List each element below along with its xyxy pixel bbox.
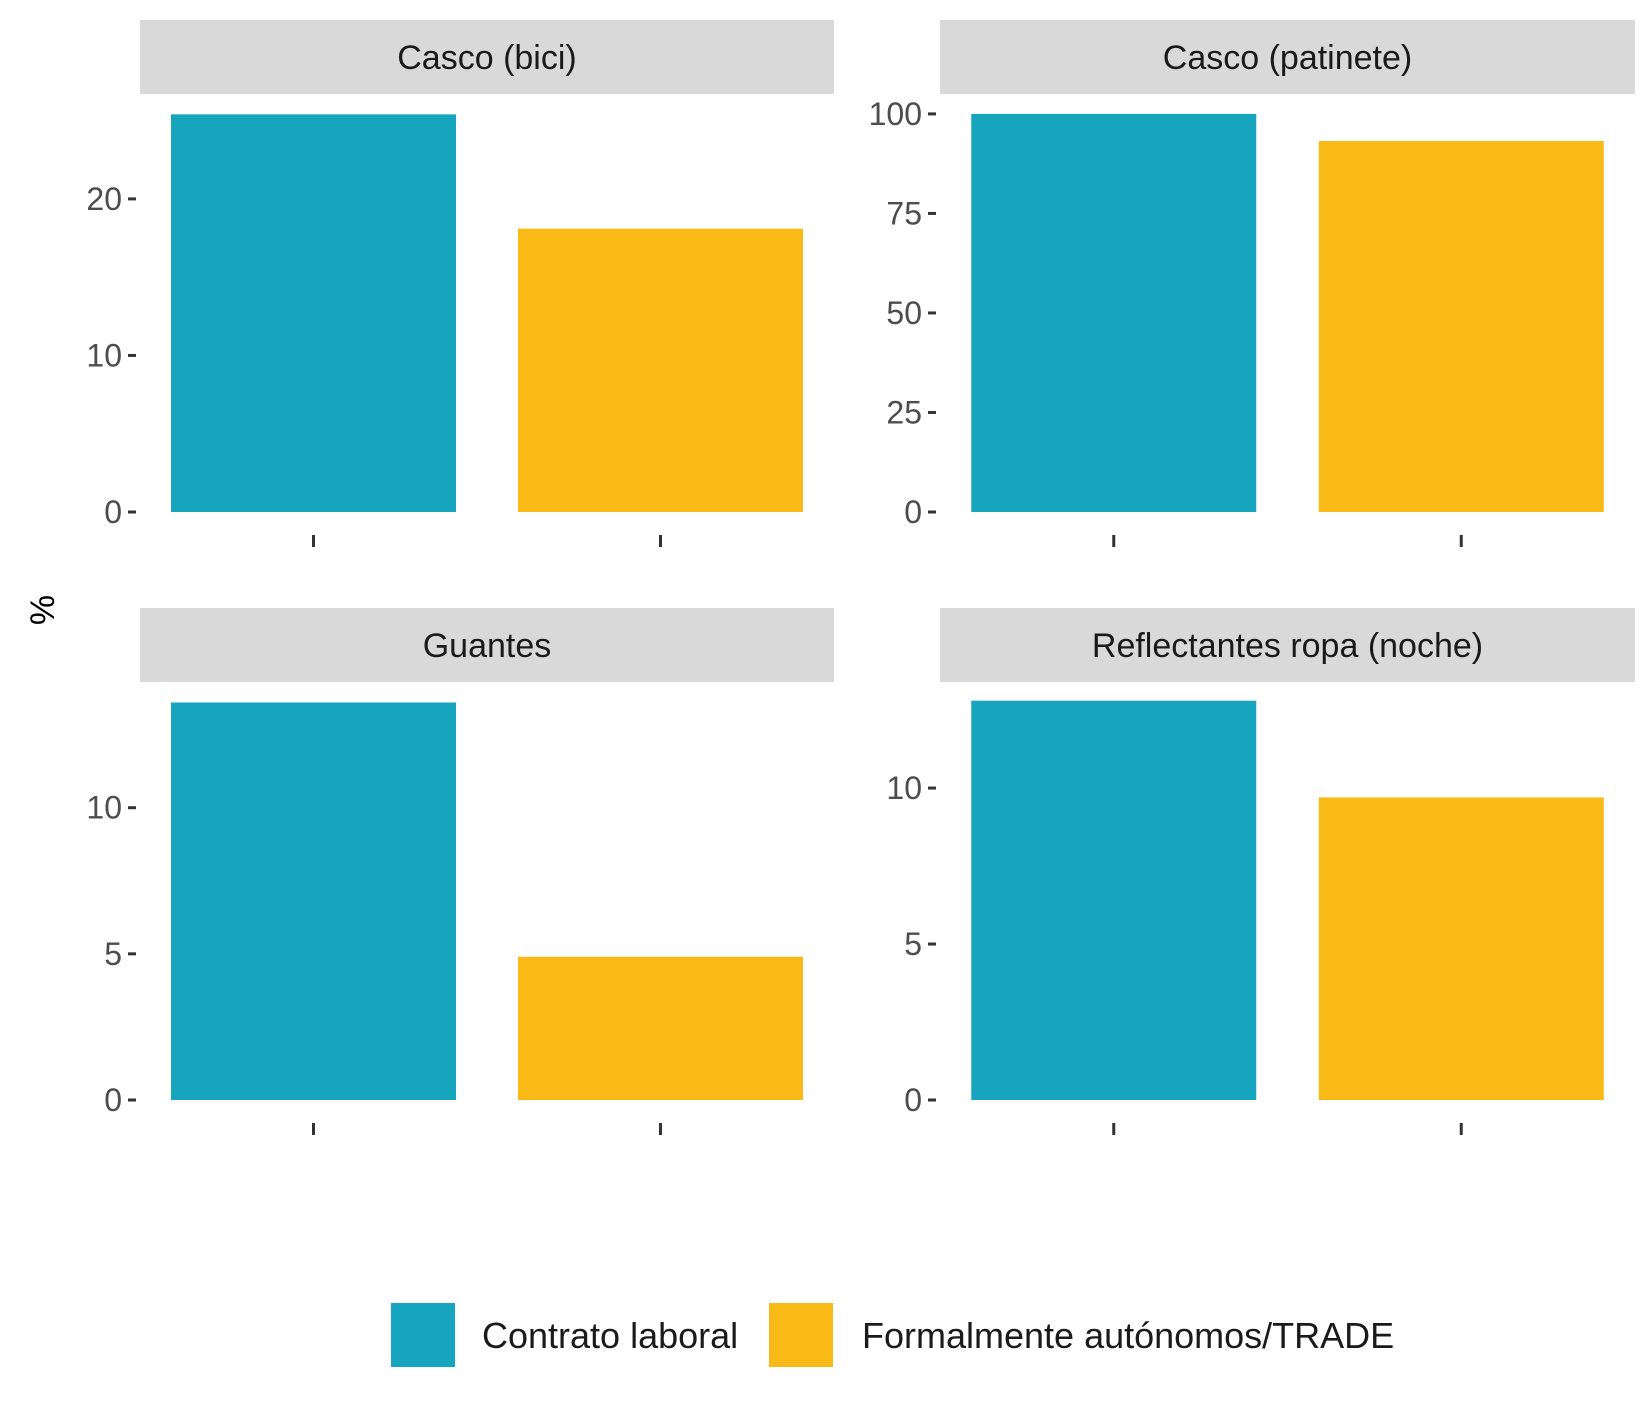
y-tick-label: 5: [904, 926, 922, 962]
bar-contrato-laboral: [171, 702, 456, 1100]
facet-strip: [940, 608, 1635, 682]
y-tick-label: 0: [104, 494, 122, 530]
panel-casco-bici: Casco (bici) 0 10 20: [86, 20, 834, 547]
legend-item-contrato-laboral: Contrato laboral: [389, 1301, 738, 1369]
facet-strip: [140, 20, 834, 94]
y-tick-label: 50: [886, 295, 922, 331]
bar-formalmente-autonomos-trade: [1318, 140, 1604, 513]
facet-strip: [140, 608, 834, 682]
y-tick-label: 0: [904, 494, 922, 530]
bar-formalmente-autonomos-trade: [518, 228, 803, 512]
panel-guantes: Guantes 0 5 10: [86, 608, 834, 1135]
legend-label: Formalmente autónomos/TRADE: [862, 1315, 1394, 1356]
legend-item-formalmente-autonomos-trade: Formalmente autónomos/TRADE: [767, 1301, 1394, 1369]
bar-formalmente-autonomos-trade: [518, 956, 803, 1100]
y-tick-label: 0: [904, 1082, 922, 1118]
y-tick-label: 10: [886, 770, 922, 806]
panel-casco-patinete: Casco (patinete) 0 25 50 75 100: [869, 20, 1635, 547]
facet-title: Guantes: [423, 627, 552, 665]
bar-contrato-laboral: [171, 114, 456, 513]
legend-swatch: [389, 1301, 457, 1369]
y-tick-label: 5: [104, 936, 122, 972]
legend-swatch: [767, 1301, 835, 1369]
y-tick-label: 0: [104, 1082, 122, 1118]
y-axis-label: %: [24, 595, 62, 625]
facet-title: Reflectantes ropa (noche): [1092, 627, 1483, 665]
legend: Contrato laboral Formalmente autónomos/TR…: [389, 1301, 1394, 1369]
facet-strip: [940, 20, 1635, 94]
bar-formalmente-autonomos-trade: [1318, 797, 1604, 1100]
facet-title: Casco (bici): [397, 39, 576, 77]
y-tick-label: 100: [869, 96, 922, 132]
bar-contrato-laboral: [971, 113, 1257, 513]
bar-contrato-laboral: [971, 700, 1257, 1100]
y-tick-label: 25: [886, 394, 922, 430]
y-tick-label: 10: [86, 790, 122, 826]
y-tick-label: 10: [86, 337, 122, 373]
y-tick-label: 20: [86, 181, 122, 217]
legend-label: Contrato laboral: [482, 1315, 738, 1356]
facet-title: Casco (patinete): [1163, 39, 1412, 77]
panel-reflectantes-ropa-noche: Reflectantes ropa (noche) 0 5 10: [886, 608, 1635, 1135]
y-tick-label: 75: [886, 195, 922, 231]
